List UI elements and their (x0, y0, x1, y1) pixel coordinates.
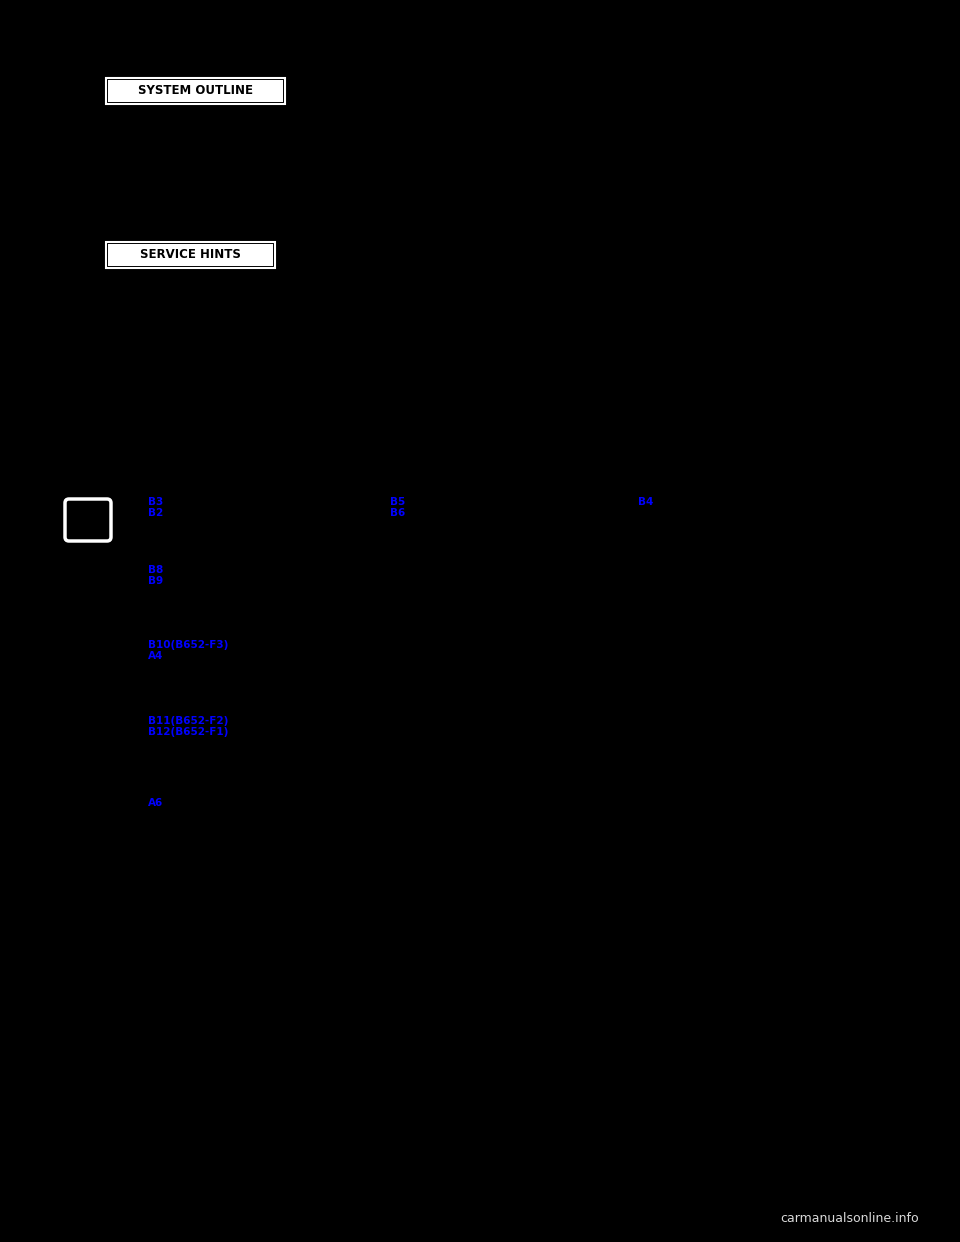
Text: carmanualsonline.info: carmanualsonline.info (780, 1212, 920, 1225)
Text: B3: B3 (148, 497, 163, 507)
Text: B4: B4 (638, 497, 654, 507)
Text: B12(B652-F1): B12(B652-F1) (148, 727, 228, 737)
Text: B10(B652-F3): B10(B652-F3) (148, 640, 228, 650)
Text: SYSTEM OUTLINE: SYSTEM OUTLINE (138, 84, 253, 98)
Text: B2: B2 (148, 508, 163, 518)
Text: B6: B6 (390, 508, 405, 518)
Text: B8: B8 (148, 565, 163, 575)
FancyBboxPatch shape (65, 499, 111, 542)
Text: B11(B652-F2): B11(B652-F2) (148, 715, 228, 727)
Text: B9: B9 (148, 576, 163, 586)
FancyBboxPatch shape (108, 79, 283, 102)
Text: A6: A6 (148, 799, 163, 809)
Text: A4: A4 (148, 651, 163, 661)
Text: SERVICE HINTS: SERVICE HINTS (140, 248, 241, 262)
Text: B5: B5 (390, 497, 405, 507)
FancyBboxPatch shape (108, 243, 273, 266)
